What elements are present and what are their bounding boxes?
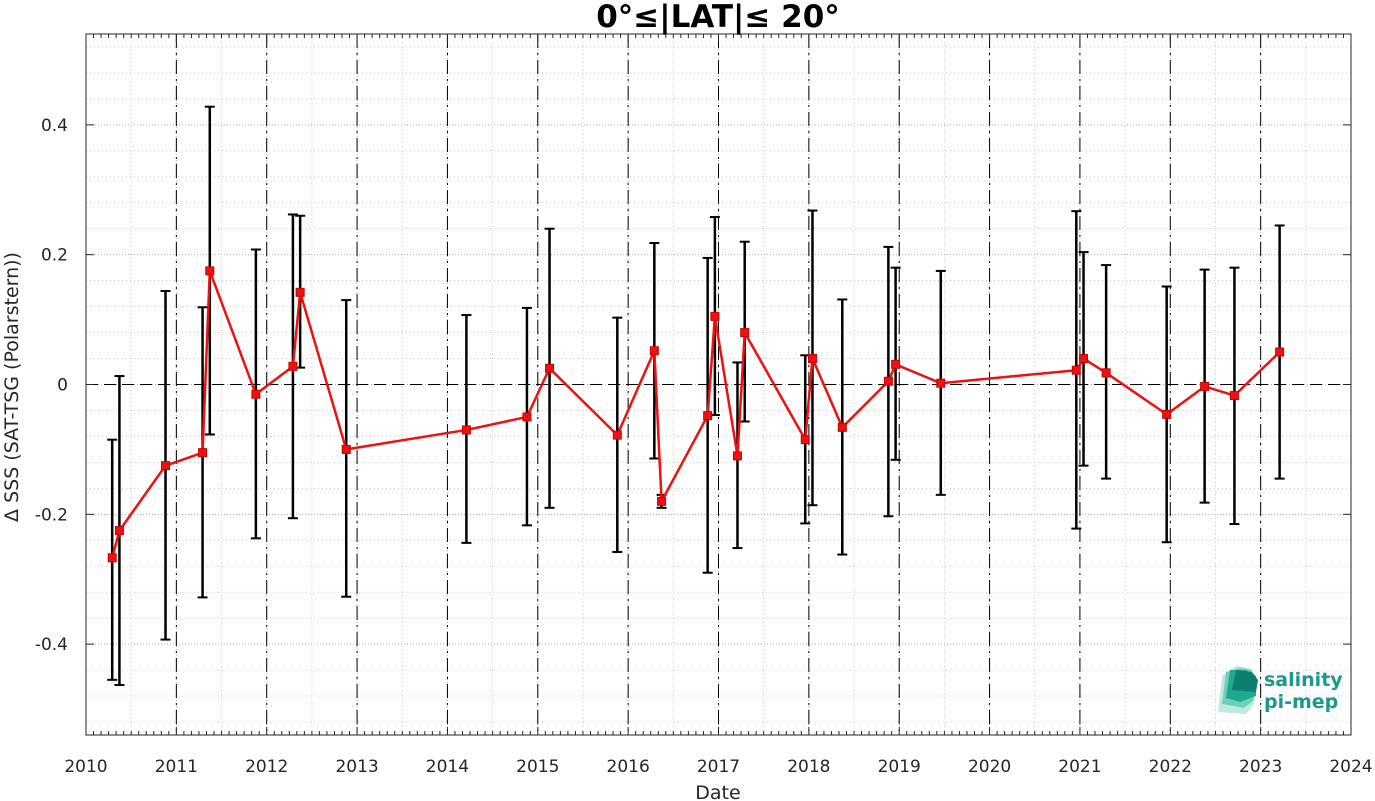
x-tick-label: 2017	[697, 757, 740, 777]
y-tick-label: -0.2	[35, 505, 68, 525]
x-tick-label: 2010	[64, 757, 107, 777]
y-axis-label: Δ SSS (SAT-TSG (Polarstern))	[1, 252, 23, 522]
data-point-marker	[657, 496, 667, 506]
data-point-marker	[522, 412, 532, 422]
logo-graphic-icon	[1218, 666, 1258, 714]
y-tick-label: 0.4	[41, 116, 68, 136]
data-point-marker	[1275, 347, 1285, 357]
axes	[85, 33, 1352, 736]
tick-labels: 2010 2011 2012 2013 2014 2015 2016 2017 2018 2019…	[35, 116, 1373, 777]
data-point-marker	[1071, 365, 1081, 375]
data-point-marker	[936, 378, 946, 388]
data-point-marker	[649, 346, 659, 356]
x-tick-label: 2011	[155, 757, 198, 777]
y-tick-label: 0.2	[41, 246, 68, 266]
x-tick-label: 2022	[1149, 757, 1192, 777]
data-point-marker	[807, 354, 817, 364]
data-point-marker	[545, 363, 555, 373]
x-tick-label: 2018	[787, 757, 830, 777]
data-point-marker	[114, 526, 124, 536]
x-tick-label: 2024	[1329, 757, 1372, 777]
data-point-marker	[703, 411, 713, 421]
logo-line1: salinity	[1264, 669, 1343, 691]
data-point-marker	[161, 461, 171, 471]
logo-line2: pi-mep	[1264, 691, 1338, 713]
x-tick-label: 2020	[968, 757, 1011, 777]
data-point-marker	[837, 422, 847, 432]
series-line	[107, 266, 1285, 563]
data-point-marker	[612, 430, 622, 440]
data-point-marker	[710, 311, 720, 321]
x-tick-label: 2023	[1239, 757, 1282, 777]
data-point-marker	[1229, 391, 1239, 401]
data-point-marker	[295, 287, 305, 297]
x-tick-label: 2012	[245, 757, 288, 777]
data-point-marker	[341, 444, 351, 454]
x-tick-label: 2013	[335, 757, 378, 777]
data-point-marker	[198, 448, 208, 458]
data-point-marker	[1162, 409, 1172, 419]
y-tick-label: 0	[57, 376, 68, 396]
data-point-marker	[732, 451, 742, 461]
data-point-marker	[1200, 381, 1210, 391]
data-point-marker	[1079, 354, 1089, 364]
x-tick-label: 2014	[426, 757, 469, 777]
x-tick-label: 2015	[516, 757, 559, 777]
y-tick-label: -0.4	[35, 635, 68, 655]
data-point-marker	[883, 376, 893, 386]
data-point-marker	[740, 328, 750, 338]
x-tick-label: 2019	[878, 757, 921, 777]
data-point-marker	[891, 359, 901, 369]
data-point-marker	[800, 435, 810, 445]
x-axis-label: Date	[695, 782, 740, 801]
x-tick-label: 2016	[607, 757, 650, 777]
data-point-marker	[461, 425, 471, 435]
data-point-marker	[251, 389, 261, 399]
chart-title: 0°≤|LAT|≤ 20°	[596, 0, 840, 35]
data-point-marker	[1101, 368, 1111, 378]
x-tick-label: 2021	[1058, 757, 1101, 777]
salinity-pi-mep-logo: salinity pi-mep	[1218, 666, 1343, 714]
data-point-marker	[107, 553, 117, 563]
data-point-marker	[205, 266, 215, 276]
data-point-marker	[288, 361, 298, 371]
